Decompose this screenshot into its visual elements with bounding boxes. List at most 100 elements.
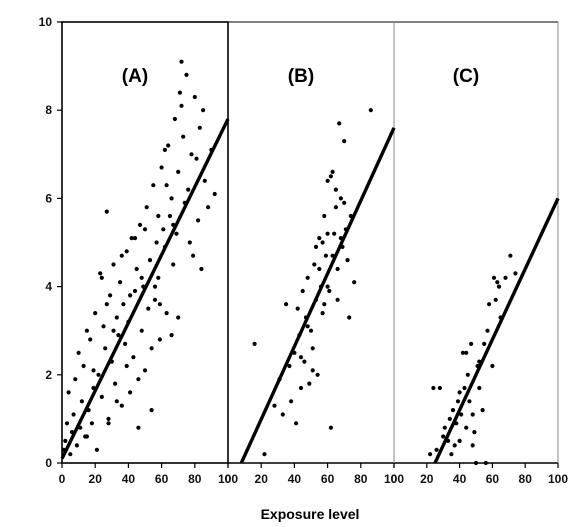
data-point [491, 275, 497, 280]
data-point [317, 266, 322, 272]
data-point [114, 399, 119, 404]
data-point [477, 385, 482, 391]
data-point [212, 191, 217, 197]
data-point [179, 59, 184, 64]
data-point [149, 408, 154, 413]
x-tick-label: 0 [225, 472, 232, 486]
panel-a: (A) 0 20 40 60 80 100 [59, 59, 238, 486]
data-point [116, 333, 121, 338]
data-point [186, 187, 191, 192]
x-tick-label: 20 [255, 472, 269, 486]
data-point [342, 139, 347, 144]
data-point [308, 328, 314, 333]
data-point [114, 315, 119, 320]
data-point [167, 213, 172, 219]
x-tick-label: 40 [288, 472, 302, 486]
data-point [469, 341, 474, 346]
data-point [280, 412, 285, 417]
data-point [123, 341, 128, 346]
data-point [508, 253, 513, 258]
data-point [156, 213, 161, 219]
y-tick-label: 8 [45, 103, 52, 117]
data-point [201, 108, 206, 113]
data-point [493, 297, 498, 302]
data-point [146, 306, 151, 311]
panel-label: (A) [122, 66, 148, 87]
data-point [450, 408, 456, 413]
data-point [192, 94, 197, 100]
data-point [81, 363, 86, 369]
panel-label: (B) [288, 66, 314, 87]
data-point [295, 306, 300, 311]
data-point [84, 328, 89, 333]
y-tick-label: 4 [45, 280, 52, 294]
data-point [128, 293, 133, 298]
data-point [63, 438, 68, 443]
data-point [513, 271, 518, 276]
data-point [93, 311, 98, 316]
data-point [457, 438, 462, 443]
y-tick-label: 2 [45, 368, 52, 382]
fit-line [433, 197, 560, 464]
x-tick-label: 60 [486, 472, 500, 486]
data-point [305, 324, 310, 329]
data-point [154, 240, 159, 245]
data-point [315, 372, 320, 377]
data-point [164, 183, 169, 188]
data-point [134, 266, 139, 272]
data-point [142, 227, 148, 232]
data-point [495, 280, 500, 285]
data-point [431, 385, 436, 391]
data-point [124, 363, 129, 369]
data-point [496, 284, 502, 289]
data-point [119, 253, 124, 258]
data-point [147, 258, 153, 263]
data-point [345, 258, 350, 263]
data-point [313, 244, 319, 249]
data-point [169, 333, 174, 338]
data-point [307, 381, 312, 386]
data-point [289, 399, 294, 404]
data-point [139, 275, 144, 280]
data-point [101, 324, 106, 329]
data-point [142, 368, 148, 373]
data-point [79, 399, 84, 404]
data-point [442, 425, 447, 430]
data-point [332, 231, 337, 236]
data-point [66, 390, 71, 395]
data-point [310, 368, 315, 373]
data-point [464, 425, 469, 430]
data-point [98, 271, 103, 276]
panel-c: (C) 0 20 40 60 80 100 [391, 66, 569, 486]
data-point [368, 108, 373, 113]
data-point [187, 240, 192, 245]
data-point [325, 284, 330, 289]
panel-a-frame [61, 21, 229, 464]
data-point [196, 218, 201, 223]
data-point [106, 416, 111, 421]
data-point [352, 280, 357, 285]
data-point [106, 421, 111, 426]
data-point [335, 266, 340, 272]
data-point [347, 315, 352, 320]
data-point [485, 328, 490, 333]
data-point [84, 434, 89, 439]
data-point [99, 275, 104, 280]
data-point [152, 284, 158, 289]
data-point [172, 116, 177, 122]
data-point [447, 416, 452, 421]
data-point [330, 169, 335, 174]
x-tick-label: 100 [384, 472, 404, 486]
data-point [487, 302, 492, 307]
data-point [136, 425, 141, 430]
data-point [323, 253, 328, 258]
data-point [149, 346, 154, 351]
x-tick-label: 80 [188, 472, 202, 486]
data-point [96, 372, 101, 377]
data-point [94, 447, 99, 452]
data-point [136, 377, 141, 382]
data-point [482, 341, 487, 346]
data-point [121, 302, 126, 307]
data-point [111, 328, 116, 333]
